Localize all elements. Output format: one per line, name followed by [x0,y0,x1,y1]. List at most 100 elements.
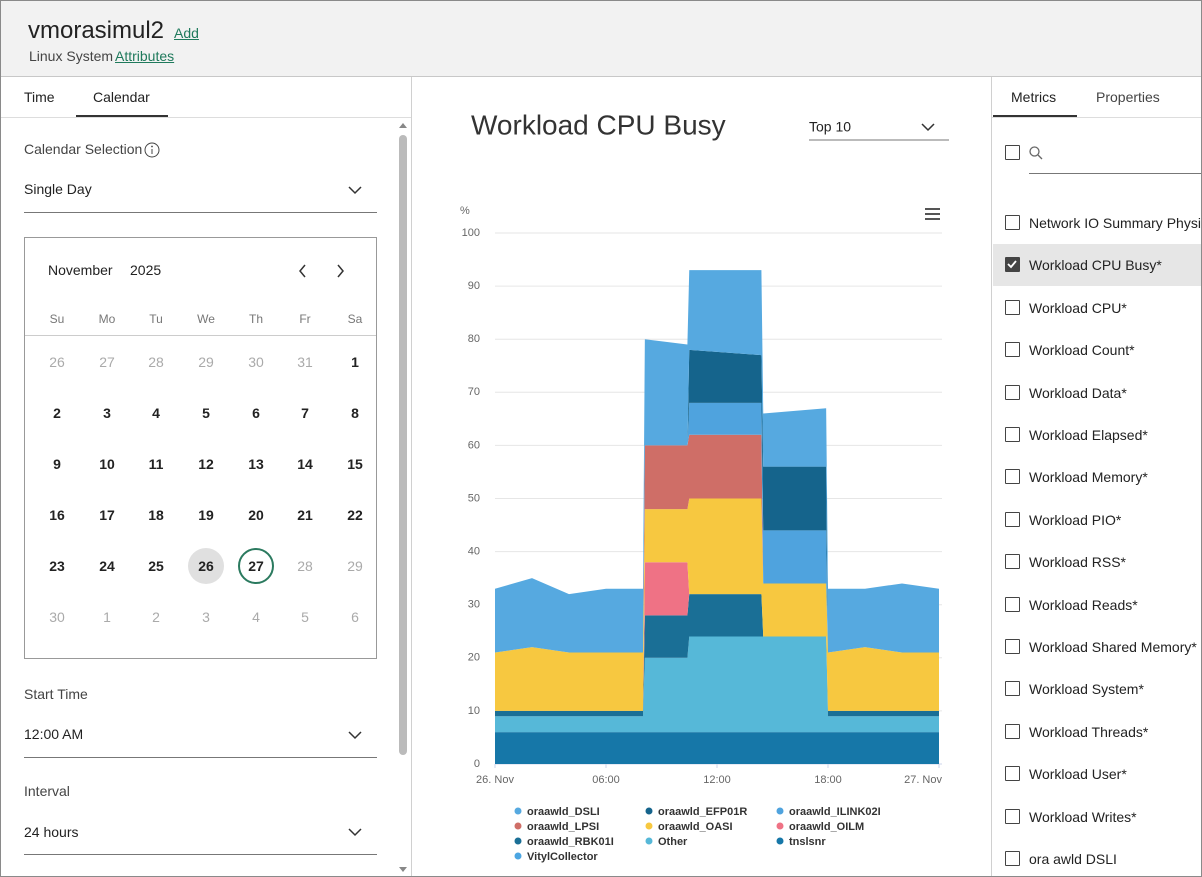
metric-item[interactable]: Workload System* [993,668,1201,710]
calendar-day[interactable]: 30 [248,354,264,370]
calendar-day[interactable]: 1 [103,609,111,625]
calendar-day[interactable]: 27 [238,548,274,584]
divider [411,77,412,876]
calendar-day[interactable]: 29 [347,558,363,574]
calendar-day[interactable]: 3 [103,405,111,421]
attributes-link[interactable]: Attributes [115,48,175,64]
prev-month[interactable] [298,264,308,278]
weekday-label: Sa [347,312,363,326]
calendar-day[interactable]: 27 [99,354,115,370]
calendar-day[interactable]: 23 [49,558,65,574]
calendar-day[interactable]: 11 [148,456,164,472]
calendar-box [24,237,377,659]
calendar-day[interactable]: 3 [202,609,210,625]
calendar-day[interactable]: 2 [53,405,61,421]
checkbox[interactable] [1005,342,1020,358]
checkbox[interactable] [1005,766,1020,782]
tab[interactable]: Time [24,89,55,105]
checkbox[interactable] [1005,511,1020,527]
calendar-day[interactable]: 28 [297,558,313,574]
dropdown-value[interactable]: Single Day [24,181,92,197]
chevron-icon [921,123,935,132]
calendar-day[interactable]: 18 [148,507,164,523]
calendar-day[interactable]: 25 [148,558,164,574]
calendar-day[interactable]: 29 [198,354,214,370]
checkbox[interactable] [1005,384,1020,400]
metric-item[interactable]: Workload PIO* [993,499,1201,541]
add-link[interactable]: Add [174,25,199,41]
y-tick-label: 40 [468,546,480,558]
scroll-up[interactable] [399,122,407,128]
dropdown-value[interactable]: 12:00 AM [24,726,84,742]
checkbox[interactable] [1005,639,1020,654]
calendar-day[interactable]: 24 [99,558,115,574]
calendar-day[interactable]: 31 [297,354,313,370]
checkbox[interactable] [1005,851,1020,866]
metric-item[interactable]: Workload RSS* [993,541,1201,583]
top-selector[interactable]: Top 10 [809,119,851,135]
metric-item[interactable]: Workload Shared Memory* [993,626,1201,668]
metric-item[interactable]: Workload Memory* [993,456,1201,498]
metric-item[interactable]: Workload Writes* [993,796,1201,838]
checkbox[interactable] [1005,215,1020,230]
calendar-day[interactable]: 20 [248,507,264,523]
menu-icon[interactable] [925,208,940,220]
checkbox[interactable] [1005,808,1020,824]
calendar-day[interactable]: 4 [152,405,160,421]
calendar-day[interactable]: 21 [297,507,313,523]
metric-item[interactable]: ora awld DSLI [993,838,1201,876]
calendar-day[interactable]: 7 [301,405,309,421]
checkbox[interactable] [1005,299,1020,315]
calendar-day[interactable]: 10 [99,456,115,472]
calendar-day[interactable]: 5 [301,609,309,625]
calendar-day[interactable]: 5 [202,405,210,421]
select-all-checkbox[interactable] [1005,145,1020,160]
metric-item[interactable]: Workload User* [993,753,1201,795]
scroll-down[interactable] [399,867,407,873]
dropdown-value[interactable]: 24 hours [24,824,79,840]
calendar-day[interactable]: 15 [347,456,363,472]
calendar-day[interactable]: 2 [152,609,160,625]
metric-item[interactable]: Network IO Summary Physi [993,202,1201,244]
calendar-day[interactable]: 28 [148,354,164,370]
checkbox[interactable] [1005,723,1020,739]
metric-item[interactable]: Workload Count* [993,329,1201,371]
weekday-label: Fr [299,312,311,326]
scrollbar-thumb[interactable] [399,135,407,755]
metric-item[interactable]: Workload CPU Busy* [993,244,1201,287]
checkbox[interactable] [1005,681,1020,697]
calendar-day[interactable]: 6 [351,609,359,625]
calendar-day[interactable]: 1 [351,354,359,370]
calendar-day[interactable]: 19 [198,507,214,523]
calendar-day[interactable]: 17 [99,507,115,523]
weekday-label: Mo [98,312,116,326]
metric-label: Workload RSS* [1029,554,1127,571]
calendar-day[interactable]: 4 [252,609,260,625]
calendar-day[interactable]: 12 [198,456,214,472]
tab[interactable]: Metrics [1011,89,1057,105]
calendar-day[interactable]: 9 [53,456,61,472]
metric-item[interactable]: Workload Threads* [993,711,1201,753]
metric-item[interactable]: Workload CPU* [993,287,1201,329]
checkbox[interactable] [1005,469,1020,485]
checkbox[interactable] [1005,554,1020,570]
tab[interactable]: Properties [1096,89,1160,105]
calendar-day[interactable]: 14 [297,456,313,472]
metric-item[interactable]: Workload Data* [993,372,1201,414]
tab[interactable]: Calendar [93,89,150,105]
metric-item[interactable]: Workload Reads* [993,584,1201,626]
calendar-day[interactable]: 26 [49,354,65,370]
calendar-day[interactable]: 30 [49,609,65,625]
checkbox[interactable] [1005,596,1020,612]
calendar-day[interactable]: 13 [248,456,264,472]
next-month[interactable] [335,264,345,278]
calendar-day[interactable]: 26 [188,548,224,584]
checkbox[interactable] [1005,257,1020,273]
calendar-day[interactable]: 16 [49,507,65,523]
calendar-year: 2025 [130,262,162,278]
calendar-day[interactable]: 8 [351,405,359,421]
calendar-day[interactable]: 6 [252,405,260,421]
metric-item[interactable]: Workload Elapsed* [993,414,1201,456]
calendar-day[interactable]: 22 [347,507,363,523]
checkbox[interactable] [1005,427,1020,442]
